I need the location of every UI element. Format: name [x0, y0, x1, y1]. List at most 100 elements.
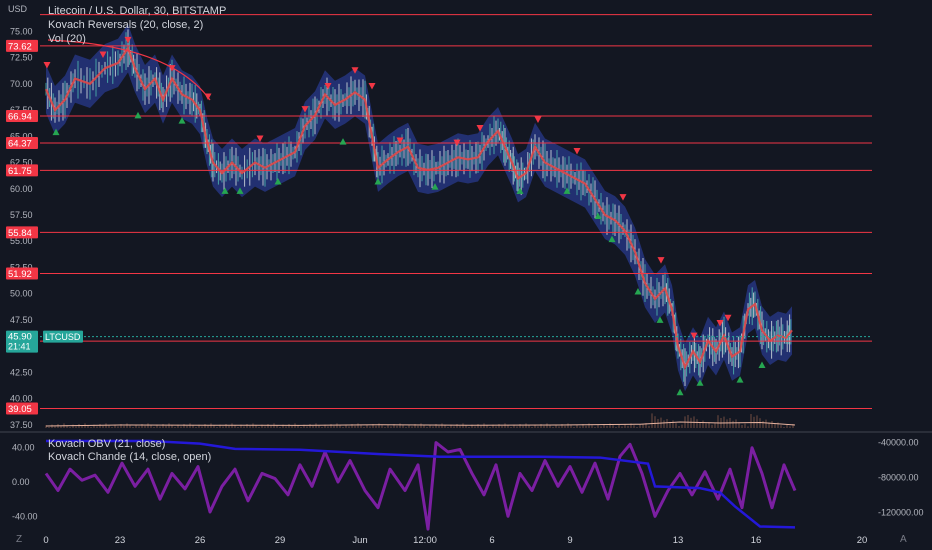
y-tick-label: 47.50	[10, 315, 33, 325]
ticker-tag	[43, 330, 83, 343]
y-tick-label: 42.50	[10, 367, 33, 377]
buy-signal-marker	[676, 388, 684, 396]
current-price-tag	[6, 330, 38, 353]
y-tick-label: 75.00	[10, 26, 33, 36]
y-axis-unit-label: USD	[8, 4, 28, 14]
level-tag	[6, 267, 38, 280]
sell-signal-marker	[690, 332, 698, 340]
sell-signal-marker	[99, 51, 107, 59]
y-tick-label: 72.50	[10, 53, 33, 63]
y-tick-label: 60.00	[10, 184, 33, 194]
osc-left-tick-label: 0.00	[12, 477, 30, 487]
sell-signal-marker	[573, 148, 581, 155]
y-tick-label: 55.00	[10, 236, 33, 246]
countdown-label: 21:41	[8, 342, 31, 352]
sell-signal-marker	[301, 106, 309, 113]
timezone-icon[interactable]: Z	[16, 534, 23, 545]
x-tick-label: Jun	[352, 535, 367, 546]
sell-signal-marker	[351, 67, 359, 74]
sell-signal-marker	[724, 314, 732, 322]
sell-signal-marker	[619, 194, 627, 201]
sell-signal-marker	[657, 257, 665, 264]
level-tag-label: 64.37	[8, 138, 32, 149]
x-tick-label: 16	[751, 535, 762, 546]
current-price-label: 45.90	[8, 332, 32, 343]
buy-signal-marker	[563, 187, 571, 194]
level-tag-label: 61.75	[8, 166, 32, 177]
buy-signal-marker	[516, 187, 524, 194]
level-tag	[6, 109, 38, 122]
sell-signal-marker	[476, 124, 484, 132]
x-tick-label: 23	[115, 535, 126, 546]
level-tag-label: 55.84	[8, 228, 32, 239]
sell-signal-marker	[256, 135, 264, 142]
level-tag	[6, 226, 38, 239]
osc-left-tick-label: 40.00	[12, 443, 35, 453]
level-tag	[6, 136, 38, 149]
level-tag-label: 73.62	[8, 41, 32, 52]
level-tag-label: 51.92	[8, 269, 32, 280]
oscillator-legend: Kovach OBV (21, close) Kovach Chande (14…	[48, 438, 211, 464]
buy-signal-marker	[758, 361, 766, 368]
buy-signal-marker	[634, 288, 642, 295]
indicator-kovach-chande[interactable]: Kovach Chande (14, close, open)	[48, 451, 212, 463]
sell-signal-marker	[43, 62, 51, 69]
y-tick-label: 50.00	[10, 289, 33, 299]
ticker-label: LTCUSD	[45, 332, 81, 342]
sell-signal-marker	[534, 116, 542, 124]
buy-signal-marker	[52, 128, 60, 136]
sell-signal-marker	[368, 83, 376, 90]
buy-signal-marker	[274, 177, 282, 185]
osc-right-tick-label: -120000.00	[878, 508, 924, 518]
trend-arrow	[47, 39, 211, 101]
y-tick-label: 37.50	[10, 420, 33, 430]
level-tag	[6, 164, 38, 177]
symbol-title[interactable]: Litecoin / U.S. Dollar, 30, BITSTAMP	[48, 5, 227, 17]
buy-signal-marker	[374, 177, 382, 185]
osc-right-tick-label: -80000.00	[878, 473, 919, 483]
level-tag-label: 39.05	[8, 404, 32, 415]
indicator-volume[interactable]: Vol (20)	[48, 33, 86, 45]
buy-signal-marker	[339, 138, 347, 145]
y-tick-label: 52.50	[10, 262, 33, 272]
buy-signal-marker	[236, 187, 244, 194]
sell-signal-marker	[396, 137, 404, 145]
level-tag-label: 66.94	[8, 111, 32, 122]
x-tick-label: 20	[857, 535, 868, 546]
buy-signal-marker	[594, 212, 602, 220]
price-line	[44, 45, 793, 370]
indicator-kovach-obv[interactable]: Kovach OBV (21, close)	[48, 438, 166, 450]
x-tick-label: 13	[673, 535, 684, 546]
level-tag	[6, 402, 38, 415]
buy-signal-marker	[178, 117, 186, 124]
x-tick-label: 0	[43, 535, 48, 546]
auto-scale-icon[interactable]: A	[900, 534, 907, 545]
y-tick-label: 62.50	[10, 158, 33, 168]
buy-signal-marker	[134, 111, 142, 119]
level-tag	[6, 39, 38, 52]
sell-signal-marker	[453, 139, 461, 147]
indicator-kovach-reversals[interactable]: Kovach Reversals (20, close, 2)	[48, 19, 204, 31]
osc-left-tick-label: -40.00	[12, 511, 38, 521]
obv-line	[46, 439, 796, 529]
buy-signal-marker	[431, 183, 439, 190]
sell-signal-marker	[324, 83, 332, 90]
chande-line	[44, 441, 797, 531]
x-tick-label: 6	[489, 535, 494, 546]
osc-right-tick-label: -40000.00	[878, 438, 919, 448]
volume-bars	[45, 413, 794, 428]
buy-signal-marker	[736, 376, 744, 383]
buy-signal-marker	[608, 235, 616, 243]
x-tick-label: 12:00	[413, 535, 437, 546]
y-tick-label: 65.00	[10, 131, 33, 141]
y-tick-label: 70.00	[10, 79, 33, 89]
x-tick-label: 26	[195, 535, 206, 546]
buy-signal-marker	[696, 379, 704, 386]
y-tick-label: 57.50	[10, 210, 33, 220]
x-tick-label: 9	[567, 535, 572, 546]
sell-signal-marker	[124, 36, 132, 44]
sell-signal-marker	[716, 320, 724, 327]
x-tick-label: 29	[275, 535, 286, 546]
buy-signal-marker	[656, 316, 664, 323]
